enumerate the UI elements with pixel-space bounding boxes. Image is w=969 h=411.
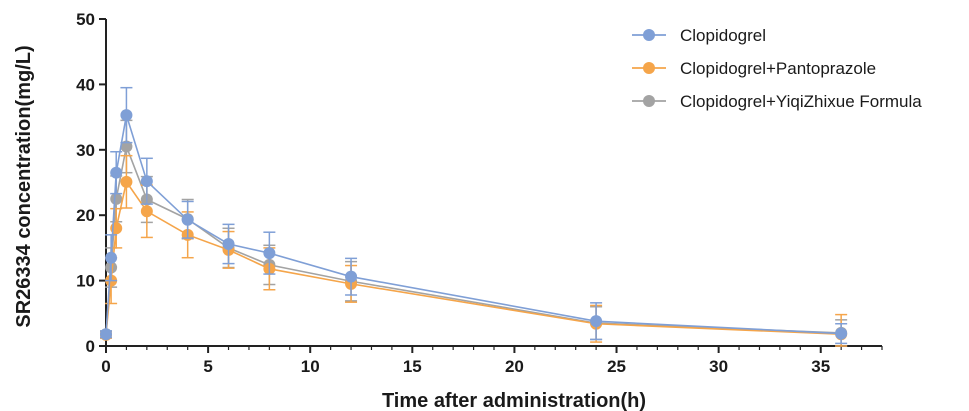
series-line [105, 179, 842, 336]
y-tick-label: 10 [76, 272, 95, 291]
series-line [105, 114, 842, 335]
data-point [110, 166, 123, 179]
legend: Clopidogrel Clopidogrel+Pantoprazole Clopi… [632, 26, 922, 111]
legend-item-0: Clopidogrel [632, 26, 766, 45]
legend-swatch-marker [643, 95, 655, 107]
data-point [181, 213, 194, 226]
data-point [120, 175, 133, 188]
y-axis-title: SR26334 concentration(mg/L) [13, 45, 35, 327]
series-2 [100, 119, 848, 347]
x-tick-label: 25 [607, 357, 626, 376]
y-tick-label: 40 [76, 75, 95, 94]
x-tick-label: 30 [709, 357, 728, 376]
legend-swatch-marker [643, 62, 655, 74]
x-tick-label: 5 [203, 357, 212, 376]
y-tick-label: 30 [76, 141, 95, 160]
series-line [105, 143, 842, 335]
data-point [100, 328, 112, 341]
data-point [120, 109, 133, 122]
data-point [140, 175, 153, 188]
data-point [140, 205, 153, 218]
legend-item-2: Clopidogrel+YiqiZhixue Formula [632, 92, 922, 111]
data-point [345, 270, 358, 283]
x-tick-label: 0 [101, 357, 110, 376]
legend-label: Clopidogrel [680, 26, 766, 45]
series-layer [100, 86, 848, 347]
legend-label: Clopidogrel+YiqiZhixue Formula [680, 92, 922, 111]
y-tick-label: 0 [86, 337, 95, 356]
y-tick-label: 50 [76, 10, 95, 29]
data-point [590, 315, 603, 328]
series-0 [100, 86, 848, 345]
y-tick-label: 20 [76, 206, 95, 225]
x-tick-label: 10 [301, 357, 320, 376]
x-tick-label: 15 [403, 357, 422, 376]
x-tick-label: 35 [811, 357, 830, 376]
legend-swatch-marker [643, 29, 655, 41]
x-tick-label: 20 [505, 357, 524, 376]
data-point [105, 251, 118, 264]
axes: 0 10 20 30 40 50 0 5 10 15 20 25 30 35 [76, 10, 883, 376]
data-point [222, 237, 235, 250]
legend-item-1: Clopidogrel+Pantoprazole [632, 59, 876, 78]
data-point [110, 192, 123, 205]
data-point [120, 140, 133, 153]
data-point [263, 247, 276, 260]
series-1 [100, 154, 848, 347]
x-axis-title: Time after administration(h) [382, 390, 646, 411]
legend-label: Clopidogrel+Pantoprazole [680, 59, 876, 78]
data-point [835, 327, 848, 340]
